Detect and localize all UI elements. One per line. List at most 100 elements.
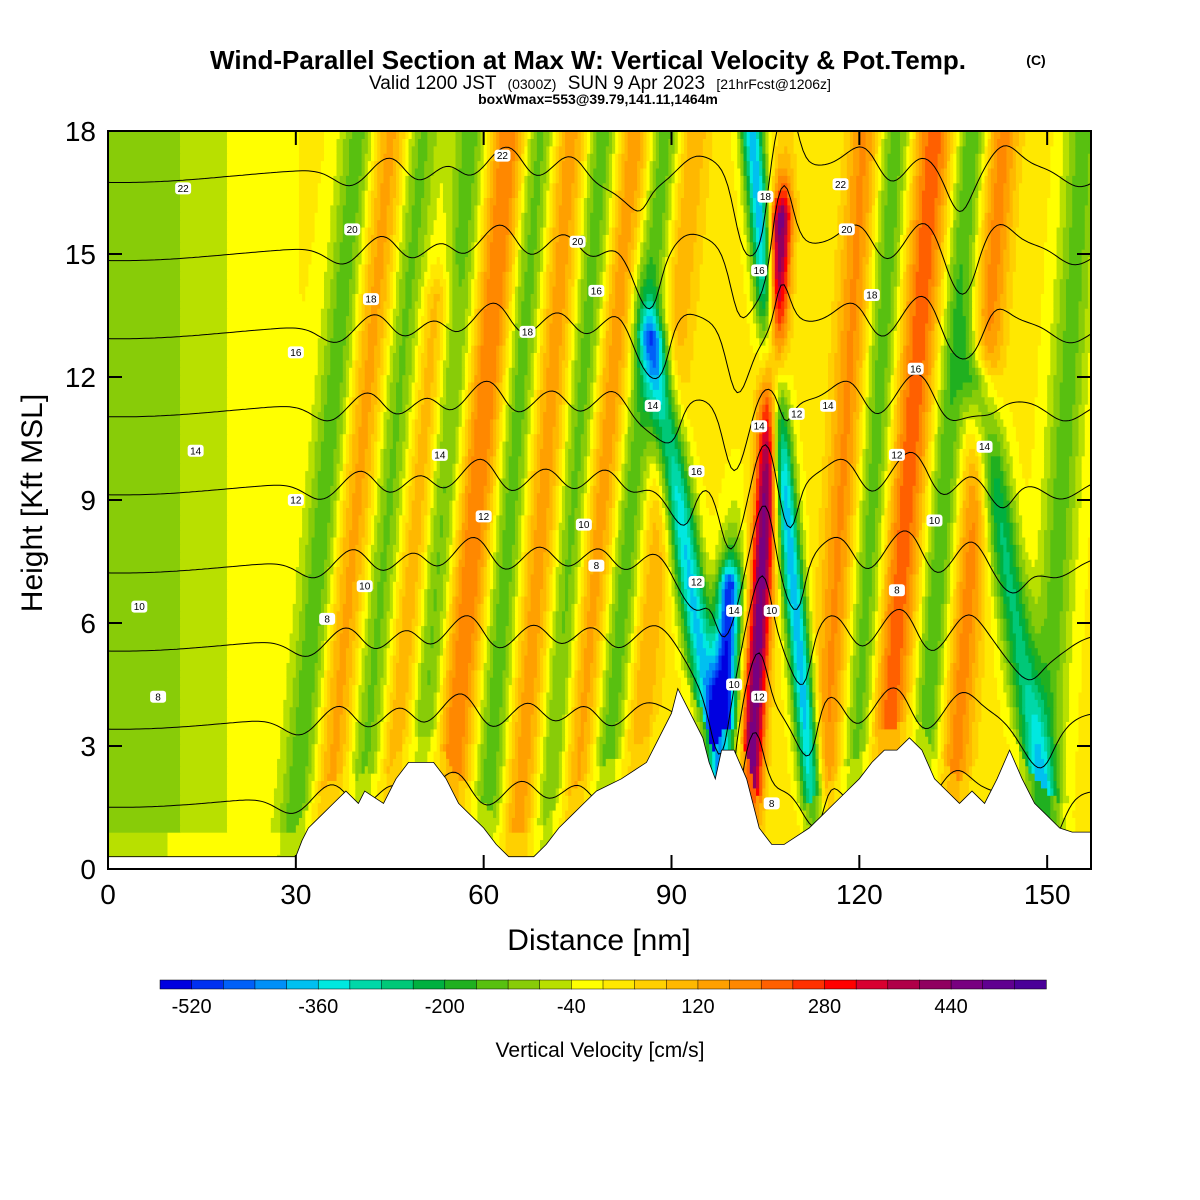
w-cell bbox=[1057, 707, 1064, 715]
w-cell bbox=[725, 618, 732, 626]
w-cell bbox=[358, 773, 371, 781]
w-cell bbox=[803, 744, 810, 752]
w-cell bbox=[481, 699, 488, 707]
w-cell bbox=[362, 758, 369, 766]
w-cell bbox=[465, 803, 472, 811]
w-cell bbox=[997, 692, 1007, 700]
w-cell bbox=[556, 625, 563, 633]
w-cell bbox=[283, 780, 290, 788]
w-cell bbox=[346, 670, 353, 678]
w-cell bbox=[343, 603, 353, 611]
w-cell bbox=[534, 832, 544, 840]
w-cell bbox=[1066, 780, 1076, 788]
w-cell bbox=[609, 633, 616, 641]
w-cell bbox=[553, 655, 569, 663]
w-cell bbox=[806, 780, 813, 788]
w-cell bbox=[1041, 677, 1051, 685]
w-cell bbox=[515, 721, 522, 729]
w-cell bbox=[1066, 736, 1079, 744]
w-cell bbox=[1063, 685, 1070, 693]
w-cell bbox=[1050, 685, 1057, 693]
w-cell bbox=[333, 603, 340, 611]
w-cell bbox=[302, 662, 315, 670]
w-cell bbox=[825, 751, 835, 759]
w-cell bbox=[352, 751, 359, 759]
w-cell bbox=[1035, 780, 1042, 788]
w-cell bbox=[578, 670, 585, 678]
w-cell bbox=[1028, 640, 1035, 648]
w-cell bbox=[327, 670, 334, 678]
w-cell bbox=[449, 758, 462, 766]
w-cell bbox=[722, 662, 729, 670]
w-cell bbox=[866, 648, 873, 656]
w-cell bbox=[862, 692, 869, 700]
w-cell bbox=[108, 692, 181, 700]
w-cell bbox=[797, 655, 804, 663]
w-cell bbox=[318, 625, 325, 633]
w-cell bbox=[593, 773, 600, 781]
w-cell bbox=[405, 692, 412, 700]
w-cell bbox=[374, 707, 381, 715]
w-cell bbox=[280, 825, 287, 833]
w-cell bbox=[978, 662, 985, 670]
w-cell bbox=[769, 766, 788, 774]
w-cell bbox=[653, 685, 663, 693]
w-cell bbox=[490, 699, 503, 707]
w-cell bbox=[578, 677, 585, 685]
w-cell bbox=[340, 714, 347, 722]
w-cell bbox=[975, 677, 982, 685]
w-cell bbox=[856, 692, 863, 700]
w-cell bbox=[578, 685, 585, 693]
w-cell bbox=[1019, 618, 1026, 626]
w-cell bbox=[953, 736, 963, 744]
w-cell bbox=[621, 655, 628, 663]
w-cell bbox=[1066, 611, 1073, 619]
w-cell bbox=[271, 817, 281, 825]
w-cell bbox=[180, 810, 228, 818]
w-cell bbox=[775, 648, 782, 656]
w-cell bbox=[825, 721, 835, 729]
w-cell bbox=[324, 766, 331, 774]
w-cell bbox=[581, 751, 588, 759]
w-cell bbox=[358, 685, 365, 693]
w-cell bbox=[293, 625, 300, 633]
w-cell bbox=[484, 780, 497, 788]
w-cell bbox=[167, 839, 280, 847]
w-cell bbox=[1032, 736, 1045, 744]
w-cell bbox=[960, 633, 970, 641]
w-cell bbox=[706, 648, 716, 656]
w-cell bbox=[108, 847, 168, 855]
w-cell bbox=[537, 817, 544, 825]
w-cell bbox=[665, 662, 675, 670]
w-cell bbox=[765, 825, 800, 833]
w-cell bbox=[884, 648, 891, 656]
w-cell bbox=[496, 758, 503, 766]
w-cell bbox=[321, 744, 328, 752]
w-cell bbox=[546, 751, 559, 759]
w-cell bbox=[634, 721, 650, 729]
w-cell bbox=[305, 766, 312, 774]
w-cell bbox=[108, 832, 168, 840]
w-cell bbox=[612, 648, 625, 656]
w-cell bbox=[603, 707, 610, 715]
w-cell bbox=[1057, 721, 1064, 729]
w-cell bbox=[290, 721, 297, 729]
w-cell bbox=[1078, 736, 1091, 744]
w-cell bbox=[772, 758, 788, 766]
w-cell bbox=[978, 648, 985, 656]
w-cell bbox=[675, 655, 682, 663]
w-cell bbox=[800, 699, 807, 707]
w-cell bbox=[1066, 773, 1076, 781]
w-cell bbox=[1066, 817, 1076, 825]
w-cell bbox=[963, 714, 970, 722]
w-cell bbox=[377, 603, 384, 611]
w-cell bbox=[418, 707, 434, 715]
w-cell bbox=[834, 780, 841, 788]
w-cell bbox=[606, 729, 616, 737]
w-cell bbox=[227, 758, 278, 766]
w-cell bbox=[528, 611, 541, 619]
w-cell bbox=[167, 847, 280, 855]
w-cell bbox=[822, 648, 829, 656]
w-cell bbox=[831, 685, 838, 693]
w-cell bbox=[1050, 810, 1057, 818]
